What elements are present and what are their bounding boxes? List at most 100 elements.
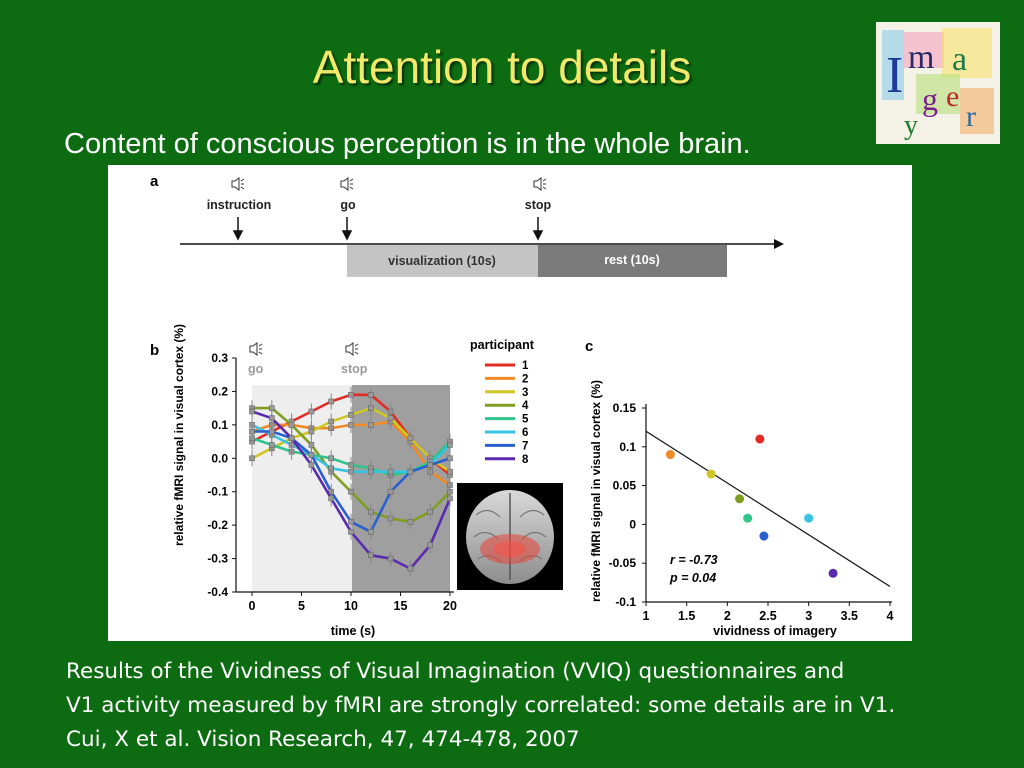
logo-letter-i: I [886,47,903,104]
rest-block [538,245,727,277]
data-point [447,495,453,502]
scatter-point [755,434,765,444]
data-point [328,455,334,462]
data-point [367,405,374,411]
logo-letter-r: r [966,100,976,133]
data-point [447,455,453,462]
research-figure: a instruction go stop visualization (10s… [108,165,912,641]
logo-letter-y: y [904,110,918,141]
panel-b-label: b [150,342,159,359]
panel-a-label: a [150,173,159,190]
legend-label: 2 [522,373,528,385]
event-stop-label: stop [525,198,552,212]
stop-marker-label: stop [341,362,368,376]
x-tick-label: 20 [443,599,457,613]
legend-label: 4 [522,400,529,412]
speaker-icon [345,342,359,356]
scatter-point [759,531,769,541]
data-point [269,415,275,421]
data-point [387,468,394,475]
data-point [328,418,334,425]
visualization-block [347,245,538,277]
data-point [288,422,295,428]
caption-line: Results of the Vividness of Visual Imagi… [66,659,845,684]
caption-line: V1 activity measured by fMRI are strongl… [66,693,896,718]
scatter-y-tick-label: 0.15 [613,401,637,415]
data-point [308,452,315,458]
scatter-x-tick-label: 4 [887,609,894,623]
legend-label: 1 [522,360,529,372]
logo-letter-m: m [908,39,934,76]
event-instruction-label: instruction [207,198,272,212]
y-tick-label: 0.0 [211,451,228,465]
x-tick-label: 0 [249,599,256,613]
stop-period-shading [352,385,450,592]
y-tick-label: 0.2 [211,384,228,398]
time-series-chart: 0.3 0.2 0.1 0.0 -0.1 -0.2 -0.3 -0.4 0 5 10 15 20 [207,351,457,613]
logo-letter-g: g [922,81,938,117]
logo-letter-a: a [952,41,967,78]
scatter-point [735,494,745,504]
scatter-y-tick-label: 0.05 [613,479,637,493]
chart-c-y-axis-label: relative fMRI signal in visual cortex (%… [589,380,603,602]
data-point [367,468,374,475]
participant-legend: 12 34 567 8 [485,360,529,466]
scatter-x-tick-label: 3.5 [841,609,858,623]
legend-label: 7 [522,440,528,452]
y-tick-label: -0.2 [207,518,228,532]
data-point [308,462,315,468]
scatter-point [706,469,716,479]
scatter-x-tick-label: 2.5 [759,609,776,623]
data-point [407,518,414,525]
scatter-x-tick-label: 1 [643,609,650,623]
data-point [269,428,275,435]
data-point [407,468,414,475]
slide-title: Attention to details [312,41,692,93]
data-point [427,542,434,549]
scatter-chart: 0.15 0.1 0.05 0 -0.05 -0.1 1 1.5 2 2.5 3 3.5 4 [609,401,894,623]
scatter-point [804,513,814,523]
scatter-y-tick-label: -0.05 [609,556,637,570]
imagery-logo: I m a g e r y [876,22,1000,144]
data-point [367,529,374,535]
data-point [328,465,334,472]
scatter-point [665,450,675,460]
data-point [249,428,255,435]
data-point [269,442,275,448]
correlation-r: r = -0.73 [670,553,718,567]
data-point [348,488,354,495]
chart-c-x-axis-label: vividness of imagery [713,624,837,638]
legend-title: participant [470,338,535,352]
data-point [387,415,394,421]
y-tick-label: -0.4 [207,585,228,599]
scatter-point [828,568,838,578]
chart-b-y-axis-label: relative fMRI signal in visual cortex (%… [172,324,186,546]
scatter-x-tick-label: 3 [805,609,812,623]
speaker-icon [249,342,263,356]
event-arrows [232,217,544,241]
data-point [427,462,434,468]
slide-caption: Results of the Vividness of Visual Imagi… [66,655,895,757]
data-point [367,552,374,559]
panel-c-label: c [585,338,593,355]
x-tick-label: 15 [394,599,408,613]
event-go-label: go [340,198,356,212]
data-point [348,529,354,535]
legend-label: 5 [522,414,529,426]
data-point [367,391,374,398]
data-point [348,518,354,525]
data-point [348,412,354,418]
data-point [308,442,315,448]
data-point [328,495,334,502]
scatter-y-tick-label: 0.1 [619,440,636,454]
speaker-icon [533,177,547,191]
scatter-x-tick-label: 1.5 [678,609,695,623]
go-marker-label: go [248,362,264,376]
data-point [447,442,453,448]
timeline-axis [180,239,784,249]
x-tick-label: 5 [298,599,305,613]
data-point [427,508,434,515]
chart-b-x-axis-label: time (s) [331,624,375,638]
data-point [328,398,334,405]
y-tick-label: -0.1 [207,485,228,499]
